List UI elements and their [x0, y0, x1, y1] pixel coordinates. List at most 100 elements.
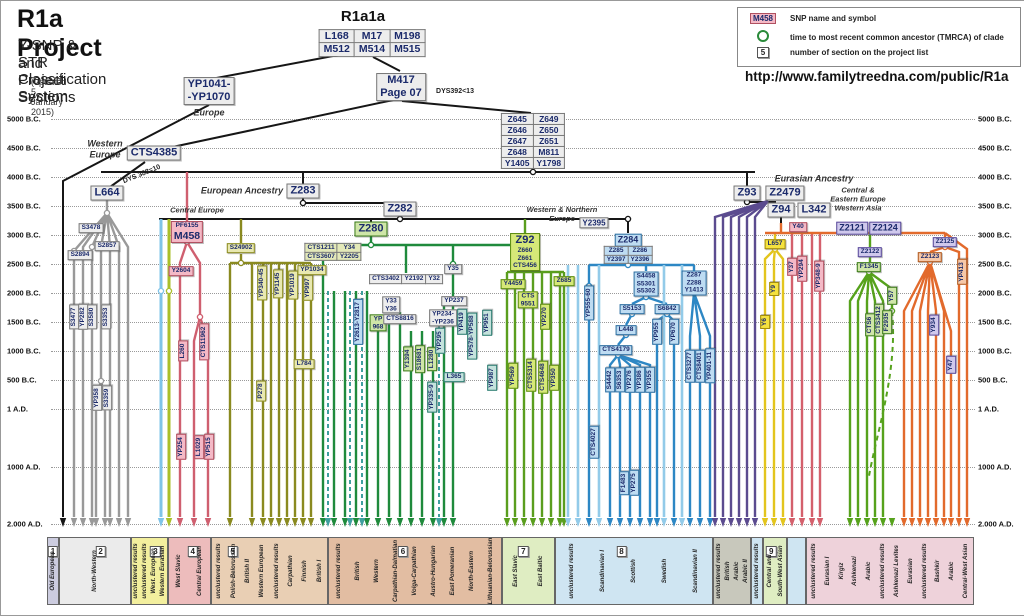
section-label: Eurasian: [907, 558, 914, 584]
dashed-lines: [327, 291, 440, 517]
section-8: 8 unclustered results Scandinavian I Scotti…: [555, 537, 713, 605]
snp-yp1034: YP1034: [297, 265, 327, 275]
snp-z2121: Z2121: [836, 221, 868, 235]
section-label: Austro-Hungarian: [431, 545, 438, 597]
section-label: Volga-Carpathian: [412, 546, 418, 596]
section-5: 5 unclustered results Polish-Belorussian Br…: [211, 537, 328, 605]
timeline-label-left: 4000 B.C.: [7, 172, 41, 182]
section-label: unclustered results: [810, 543, 817, 599]
snp-z2122: Z2122: [857, 247, 883, 257]
section-label: West. European: [150, 548, 157, 594]
section-unclustered-results: unclustered results: [751, 537, 763, 605]
l657-clade-lines: [763, 233, 785, 517]
section-1: 1 Old European: [47, 537, 59, 605]
section-number: 8: [616, 546, 627, 557]
section-label: Ashkenazi Levites: [893, 544, 900, 598]
dashed-green-line: [868, 310, 895, 477]
section-label: unclustered results: [142, 543, 149, 599]
section-label: Western: [373, 559, 380, 583]
project-url[interactable]: http://www.familytreedna.com/public/R1a: [745, 69, 1009, 84]
page-subtitle-1: Y-SNP & STR Classification System: [18, 37, 107, 105]
snp-l657: L657: [764, 239, 786, 249]
z284-pale-lines: [566, 265, 684, 517]
section-label: North-Eastern: [469, 550, 476, 592]
page-title: R1a Project: [17, 5, 102, 62]
section-2: 2 North-Western: [59, 537, 131, 605]
timeline-label-right: 1 A.D.: [978, 404, 999, 414]
section-label: West Slavic: [176, 554, 183, 588]
snp-yp1041: YP1041- -YP1070: [183, 77, 235, 105]
section-number: 7: [518, 546, 529, 557]
snp-z93: Z93: [733, 185, 761, 201]
timeline-label-left: 2500 B.C.: [7, 259, 41, 269]
section-label: Ashkenazi: [852, 556, 859, 586]
section-label: Central European: [196, 545, 203, 597]
section-label: unclustered results: [754, 543, 760, 599]
timeline-label-left: 1000 B.C.: [7, 346, 41, 356]
snp-z280: Z280: [354, 221, 388, 237]
sections-bar: 1 Old European 2 North-Western 3 unclustered …: [1, 537, 1024, 605]
section-label: British II: [244, 558, 251, 584]
snp-cts1211: CTS1211 Y34 CTS3607 Y2205: [304, 242, 362, 262]
section-label: Scottish: [631, 559, 637, 583]
section-label: East Baltic: [538, 555, 545, 587]
section-label: Scandinavian I: [599, 549, 606, 593]
section-number: 2: [95, 546, 106, 557]
section-label: South-West Asian: [777, 545, 784, 597]
section-9: 9 Central and South-West Asian: [763, 537, 787, 605]
m458-clade-lines: [178, 172, 210, 517]
snp-cts4179: CTS4179: [599, 345, 633, 355]
gridline: [51, 206, 975, 207]
section-unclustered-results: unclustered results British Arabic Arabic I…: [713, 537, 751, 605]
timeline-label-right: 3000 B.C.: [978, 230, 1012, 240]
gridline: [51, 409, 975, 410]
updated-date: (updated 5 January 2015): [31, 77, 67, 117]
timeline-label-left: 4500 B.C.: [7, 143, 41, 153]
snp-f1345: F1345: [856, 262, 882, 272]
timeline-label-left: 1000 A.D.: [7, 462, 41, 472]
z94-pink-lines: [790, 233, 822, 517]
section-label: Arabic: [733, 561, 740, 581]
page-subtitle-2: and Project Sections: [18, 55, 76, 106]
section-label: Western Eurasian: [159, 545, 166, 597]
section-label: Western European: [259, 544, 266, 598]
snp-yp: YP 968: [369, 314, 387, 332]
snp-y2395: Y2395: [579, 217, 609, 229]
region-european-ancestry: European Ancestry: [200, 185, 284, 196]
snp-l342: L342: [797, 202, 831, 218]
snp-l168: L168 M17 M198 M512 M514 M515: [318, 29, 426, 57]
section-label: Scandinavian II: [693, 549, 700, 593]
snp-pf6155: PF6155 M458: [170, 220, 204, 244]
gridline: [51, 322, 975, 323]
section-label: Polish-Belorussian: [230, 543, 237, 599]
snp-z287: Z287 Z288 Y1413: [681, 270, 707, 296]
snp-r1a1a: R1a1a: [340, 8, 386, 26]
section-label: Old European: [50, 551, 56, 591]
purple-lines: [713, 199, 769, 517]
snp-z685: Z685: [553, 276, 575, 286]
section-label: unclustered results: [133, 543, 140, 599]
region-western: Western Europe: [87, 138, 123, 159]
section-label: Swedish: [662, 558, 669, 584]
section-label: Arabic: [866, 561, 873, 581]
section-label: Central-West Asian: [963, 543, 970, 599]
section-label: Kirgiz: [838, 562, 845, 580]
snp-z645: Z645 Z649 Z646 Z650 Z647 Z651 Z648 M811 Y1405 Y17…: [500, 112, 566, 170]
section-number: 4: [187, 546, 198, 557]
section-label: Finnish: [302, 560, 309, 582]
timeline-label-right: 2500 B.C.: [978, 259, 1012, 269]
section-label: Carpathian: [288, 555, 295, 587]
snp-s2894: S2894: [67, 250, 93, 260]
section-blank: [787, 537, 806, 605]
section-label: unclustered results: [273, 543, 280, 599]
legend-row-tmrca: time to most recent common ancestor (TMR…: [746, 30, 1004, 44]
snp-s24902: S24902: [226, 243, 256, 253]
snp-y40: Y40: [789, 222, 807, 232]
timeline-label-left: 2000 B.C.: [7, 288, 41, 298]
timeline-label-left: 3000 B.C.: [7, 230, 41, 240]
gridline: [51, 293, 975, 294]
section-label: unclustered results: [335, 543, 342, 599]
timeline-label-right: 2000 B.C.: [978, 288, 1012, 298]
f1345-clade-lines: [848, 233, 894, 517]
